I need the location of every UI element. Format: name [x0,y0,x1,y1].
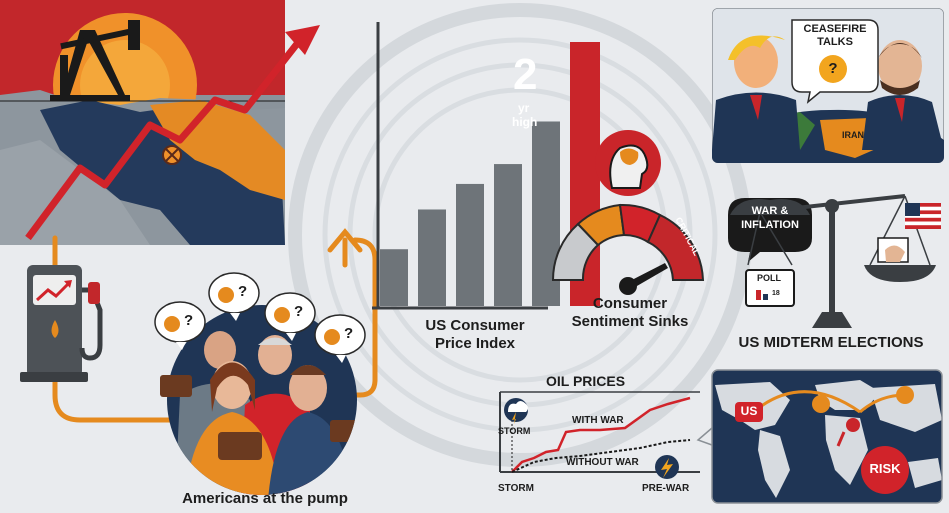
cpi-highlight-caption: high [512,115,538,129]
risk-label: RISK [869,461,901,476]
money-bag-bubble [314,314,366,363]
sentiment-caption-line2: Sentiment Sinks [571,313,689,330]
gas-pump-icon [20,265,103,382]
storm-label-bottom: STORM [498,483,534,494]
money-bag-bubble [154,301,206,350]
money-bag-bubble [264,292,316,341]
sentiment-gauge [551,203,705,295]
iran-label: IRAN [842,130,864,140]
pump-caption: Americans at the pump [182,490,348,507]
money-worry-bubbles [154,272,366,363]
money-bag-bubble [208,272,260,321]
us-map-label: US [740,404,758,418]
cpi-caption-line2: Price Index [434,335,516,352]
cpi-highlight-number: 2 [513,50,538,99]
ceasefire-line1: CEASEFIRE [803,23,867,35]
oil-derrick-icon [50,20,140,101]
with-war-label: WITH WAR [572,415,624,426]
war-inflation-line2: INFLATION [741,219,799,231]
midterms-caption: US MIDTERM ELECTIONS [738,334,924,351]
strait-blocked-icon [162,145,182,165]
cpi-bar [418,209,446,306]
poll-number: 18 [772,290,780,297]
pre-war-label: PRE-WAR [642,483,690,494]
sentiment-caption-line1: Consumer [592,295,668,312]
ceasefire-line2: TALKS [817,36,853,48]
war-inflation-line1: WAR & [751,205,789,217]
cpi-bar [494,164,522,306]
cpi-bar [456,183,484,306]
cpi-caption-line1: US Consumer [425,317,525,334]
oil-price-chart [499,391,700,473]
worried-head-icon [595,130,661,196]
storm-label-top: STORM [498,426,531,436]
us-flag-icon [905,203,941,229]
midterms-panel [728,194,941,328]
oil-prices-title: OIL PRICES [546,373,626,389]
ceasefire-panel [712,8,944,163]
worry-question-mark: ? [184,312,194,329]
ceasefire-question-mark: ? [828,60,838,77]
connector-lines [52,228,378,423]
cpi-chart-axes [372,22,548,310]
worry-question-mark: ? [344,325,354,342]
worry-question-mark: ? [238,283,248,300]
middle-east-map [0,0,285,245]
rising-price-arrow [25,25,320,241]
lightning-icon [655,455,679,479]
without-war-label: WITHOUT WAR [566,457,639,468]
storm-icon [504,398,528,424]
cpi-highlight-unit: yr [518,101,530,115]
poll-label: POLL [757,273,781,283]
americans-at-pump-illustration [160,305,357,495]
cpi-bar [380,249,408,306]
worry-question-mark: ? [294,303,304,320]
world-risk-map [712,370,942,503]
